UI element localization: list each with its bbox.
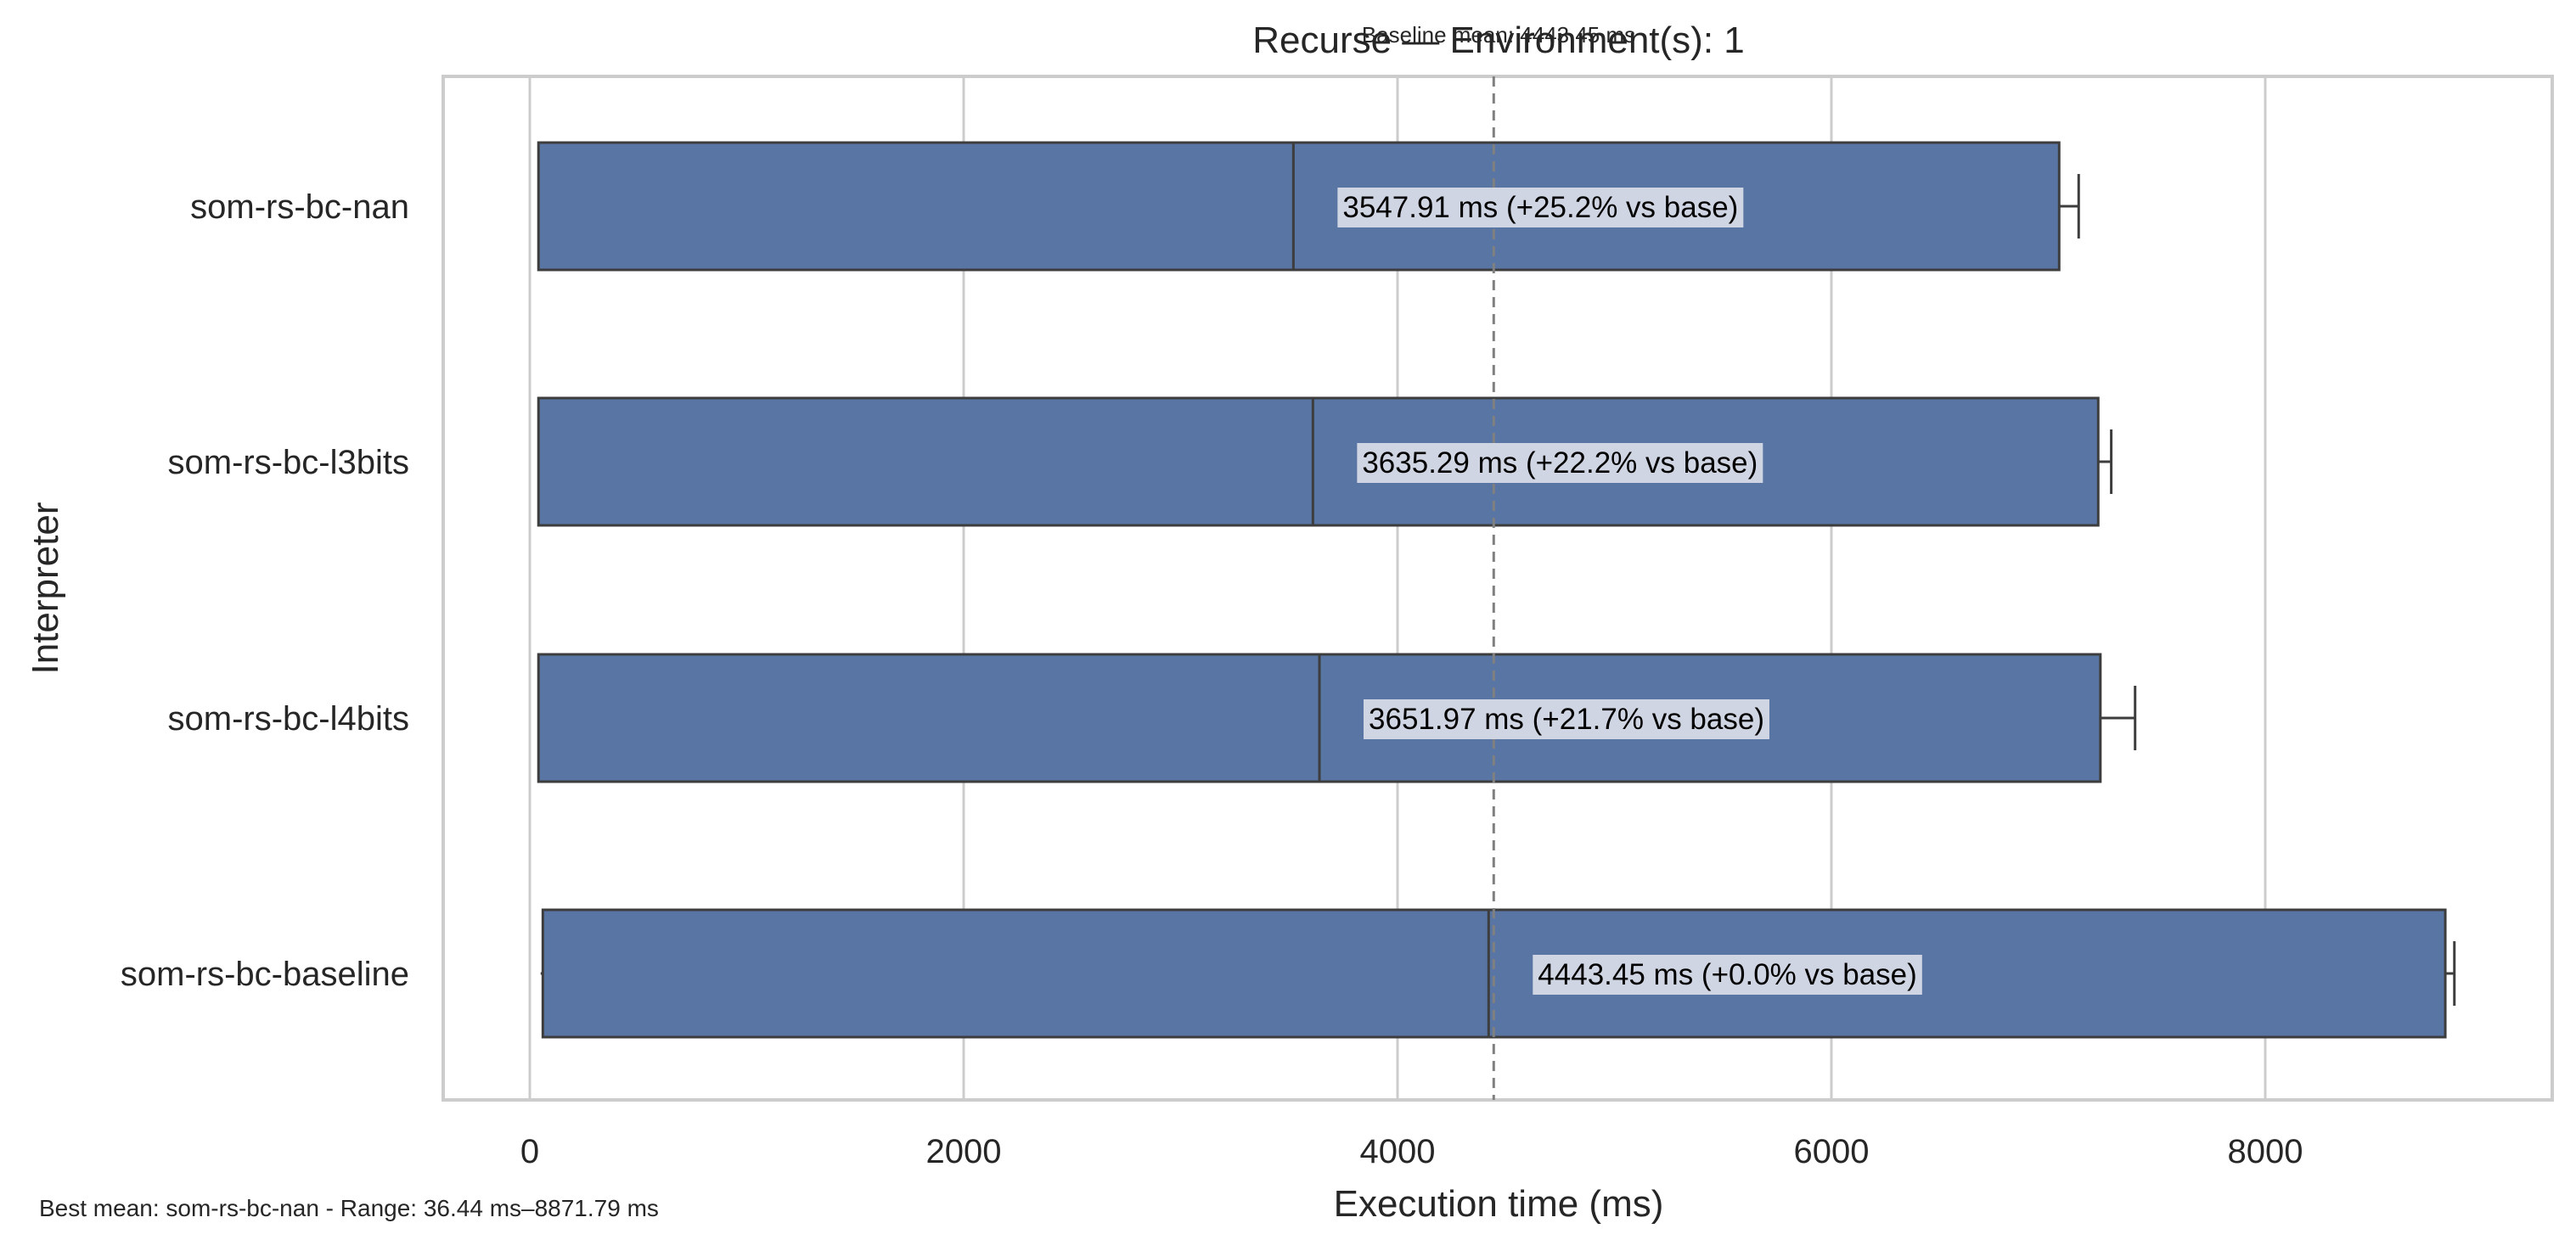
x-tick-label: 4000	[1360, 1133, 1436, 1170]
y-category-label: som-rs-bc-nan	[190, 188, 409, 226]
box-value-label-background	[1337, 188, 1744, 227]
x-axis-label: Execution time (ms)	[1334, 1183, 1664, 1225]
box-value-label-background	[1533, 955, 1922, 995]
chart-title: Recurse — Environment(s): 1	[1252, 20, 1745, 61]
box-value-label-background	[1357, 443, 1763, 483]
box-value-label: 4443.45 ms (+0.0% vs base)	[1538, 958, 1917, 991]
y-category-labels: som-rs-bc-nan som-rs-bc-l3bits som-rs-bc-l…	[121, 188, 409, 993]
box-value-label: 3635.29 ms (+22.2% vs base)	[1362, 446, 1758, 480]
y-category-label: som-rs-bc-l4bits	[168, 700, 409, 738]
y-category-label: som-rs-bc-baseline	[121, 956, 409, 993]
x-tick-label: 0	[520, 1133, 539, 1170]
x-tick-label: 2000	[926, 1133, 1002, 1170]
plot-frame	[442, 75, 2554, 1102]
box-value-label-background	[1364, 699, 1769, 739]
baseline-mean-label: Baseline mean: 4443.45 ms	[1362, 22, 1635, 48]
box-value-label: 3651.97 ms (+21.7% vs base)	[1369, 703, 1764, 736]
y-category-label: som-rs-bc-l3bits	[168, 444, 409, 481]
box-som-rs-bc-nan	[537, 141, 2061, 272]
box-som-rs-bc-l3bits	[537, 396, 2100, 527]
x-tick-label: 8000	[2228, 1133, 2303, 1170]
y-axis-label: Interpreter	[25, 502, 66, 675]
box-value-label: 3547.91 ms (+25.2% vs base)	[1342, 191, 1738, 224]
x-tick-label: 6000	[1794, 1133, 1870, 1170]
box-labels: 3547.91 ms (+25.2% vs base) 3635.29 ms (+…	[1337, 188, 1922, 995]
boxes	[537, 141, 2456, 1039]
footnote-summary: Best mean: som-rs-bc-nan - Range: 36.44 …	[39, 1195, 659, 1221]
x-tick-labels: 0 2000 4000 6000 8000	[520, 1133, 2303, 1170]
